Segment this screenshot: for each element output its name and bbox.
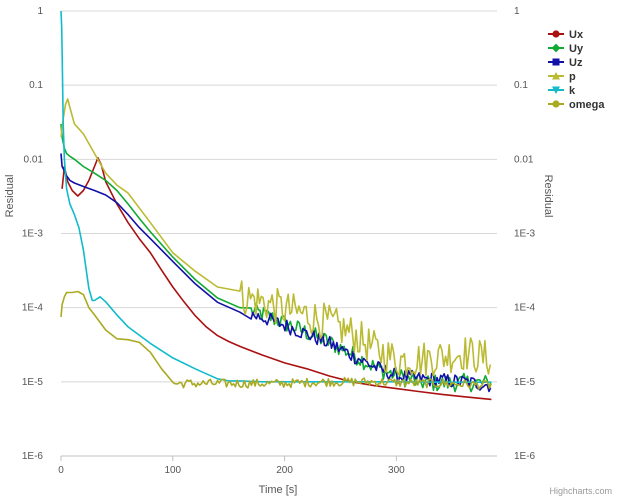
legend-marker-circle — [552, 30, 560, 38]
y-tick-label-right: 1E-3 — [514, 229, 536, 240]
x-tick-label: 200 — [276, 465, 293, 476]
y-tick-label-left: 1E-3 — [22, 229, 44, 240]
series-layer — [60, 10, 492, 401]
y-axis-title-left: Residual — [4, 175, 16, 218]
legend-label: Ux — [569, 29, 584, 41]
legend-marker-triangle-down — [552, 86, 560, 94]
series-line-k[interactable] — [60, 10, 492, 383]
legend-item-ux[interactable]: Ux — [548, 29, 584, 41]
legend-label: p — [569, 71, 576, 83]
y-tick-label-left: 1 — [37, 6, 43, 17]
y-axis-title-right: Residual — [542, 175, 554, 218]
y-tick-label-right: 0.1 — [514, 80, 528, 91]
y-tick-label-left: 0.01 — [24, 154, 44, 165]
legend-item-uz[interactable]: Uz — [548, 57, 583, 69]
y-tick-label-left: 1E-4 — [22, 303, 44, 314]
y-tick-label-right: 1E-6 — [514, 451, 536, 462]
legend-label: omega — [569, 99, 605, 111]
legend-label: Uy — [569, 43, 584, 55]
series-line-ux[interactable] — [61, 157, 492, 401]
legend-item-uy[interactable]: Uy — [548, 43, 584, 55]
series-line-p[interactable] — [60, 98, 492, 377]
series-line-uy[interactable] — [60, 123, 492, 393]
legend[interactable]: Ux Uy Uz pk omega — [548, 29, 605, 111]
x-axis-title: Time [s] — [259, 484, 298, 496]
legend-marker-circle — [552, 100, 560, 108]
x-tick-label: 100 — [164, 465, 181, 476]
y-tick-label-left: 0.1 — [29, 80, 43, 91]
legend-marker-triangle — [552, 72, 560, 80]
y-tick-label-right: 0.01 — [514, 154, 534, 165]
x-axis: 0 100 200 300 — [58, 455, 497, 476]
x-tick-label: 0 — [58, 465, 64, 476]
grid — [61, 10, 497, 457]
credits-link[interactable]: Highcharts.com — [549, 486, 612, 496]
y-tick-label-left: 1E-5 — [22, 377, 44, 388]
legend-label: Uz — [569, 57, 583, 69]
y-tick-label-right: 1 — [514, 6, 520, 17]
legend-item-k[interactable]: k — [548, 85, 576, 97]
x-tick-label: 300 — [388, 465, 405, 476]
series-line-uz[interactable] — [60, 153, 492, 393]
y-tick-label-left: 1E-6 — [22, 451, 44, 462]
legend-label: k — [569, 85, 576, 97]
legend-item-p[interactable]: p — [548, 71, 576, 83]
legend-marker-diamond — [551, 43, 561, 53]
legend-marker-square — [552, 58, 560, 66]
y-tick-label-right: 1E-4 — [514, 303, 536, 314]
series-line-omega[interactable] — [60, 290, 492, 390]
legend-item-omega[interactable]: omega — [548, 99, 605, 111]
y-tick-label-right: 1E-5 — [514, 377, 536, 388]
y-axis-right: 1 0.1 0.01 1E-3 1E-4 1E-5 1E-6 — [514, 6, 536, 462]
y-axis-left: 1 0.1 0.01 1E-3 1E-4 1E-5 1E-6 — [22, 6, 44, 462]
